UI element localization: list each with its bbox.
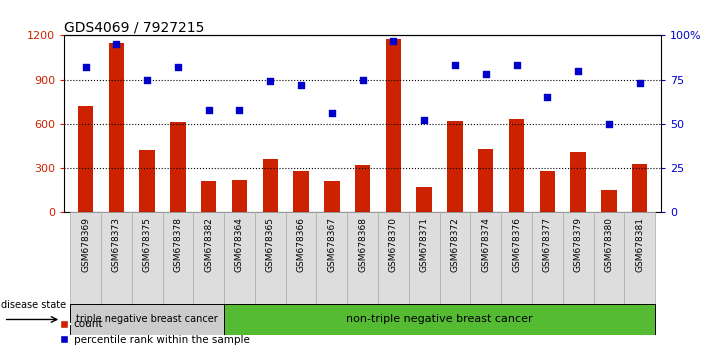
- Text: GSM678370: GSM678370: [389, 217, 398, 272]
- Text: GSM678382: GSM678382: [204, 217, 213, 272]
- Bar: [602, 189, 616, 212]
- Bar: [262, 159, 278, 212]
- Text: GDS4069 / 7927215: GDS4069 / 7927215: [64, 20, 204, 34]
- Bar: [355, 165, 370, 212]
- Bar: [70, 304, 224, 335]
- Bar: [385, 39, 401, 212]
- Text: GSM678369: GSM678369: [81, 217, 90, 272]
- Bar: [570, 152, 586, 212]
- Bar: [201, 181, 216, 212]
- Point: [172, 64, 183, 70]
- Bar: [478, 149, 493, 212]
- Bar: [447, 121, 463, 212]
- Point: [603, 121, 614, 127]
- Point: [449, 63, 461, 68]
- Bar: [378, 212, 409, 304]
- Bar: [562, 212, 594, 304]
- Text: GSM678379: GSM678379: [574, 217, 582, 272]
- Bar: [286, 212, 316, 304]
- Bar: [193, 212, 224, 304]
- Text: GSM678375: GSM678375: [143, 217, 151, 272]
- Text: GSM678372: GSM678372: [451, 217, 459, 272]
- Point: [480, 72, 491, 77]
- Point: [357, 77, 368, 82]
- Point: [572, 68, 584, 74]
- Text: GSM678374: GSM678374: [481, 217, 491, 272]
- Text: GSM678371: GSM678371: [419, 217, 429, 272]
- Bar: [439, 212, 471, 304]
- Bar: [532, 212, 562, 304]
- Point: [141, 77, 153, 82]
- Bar: [347, 212, 378, 304]
- Point: [295, 82, 306, 88]
- Text: GSM678381: GSM678381: [635, 217, 644, 272]
- Bar: [417, 187, 432, 212]
- Text: disease state: disease state: [1, 300, 66, 310]
- Point: [510, 63, 522, 68]
- Bar: [132, 212, 163, 304]
- Text: GSM678366: GSM678366: [296, 217, 306, 272]
- Bar: [163, 212, 193, 304]
- Text: triple negative breast cancer: triple negative breast cancer: [76, 314, 218, 325]
- Bar: [232, 180, 247, 212]
- Bar: [139, 150, 155, 212]
- Point: [326, 110, 338, 116]
- Bar: [224, 212, 255, 304]
- Text: GSM678368: GSM678368: [358, 217, 367, 272]
- Point: [542, 95, 553, 100]
- Bar: [224, 304, 655, 335]
- Text: GSM678373: GSM678373: [112, 217, 121, 272]
- Bar: [77, 106, 93, 212]
- Bar: [632, 164, 648, 212]
- Bar: [170, 122, 186, 212]
- Bar: [409, 212, 439, 304]
- Bar: [101, 212, 132, 304]
- Text: GSM678364: GSM678364: [235, 217, 244, 272]
- Point: [264, 79, 276, 84]
- Text: GSM678365: GSM678365: [266, 217, 274, 272]
- Text: GSM678378: GSM678378: [173, 217, 183, 272]
- Bar: [294, 171, 309, 212]
- Bar: [324, 181, 340, 212]
- Bar: [316, 212, 347, 304]
- Bar: [624, 212, 655, 304]
- Bar: [501, 212, 532, 304]
- Text: GSM678380: GSM678380: [604, 217, 614, 272]
- Point: [203, 107, 215, 113]
- Point: [387, 38, 399, 44]
- Text: GSM678377: GSM678377: [542, 217, 552, 272]
- Point: [234, 107, 245, 113]
- Bar: [109, 43, 124, 212]
- Text: non-triple negative breast cancer: non-triple negative breast cancer: [346, 314, 533, 325]
- Bar: [540, 171, 555, 212]
- Bar: [471, 212, 501, 304]
- Point: [419, 118, 430, 123]
- Bar: [509, 120, 524, 212]
- Bar: [255, 212, 286, 304]
- Point: [634, 80, 646, 86]
- Bar: [70, 212, 101, 304]
- Bar: [594, 212, 624, 304]
- Point: [80, 64, 91, 70]
- Text: GSM678376: GSM678376: [512, 217, 521, 272]
- Legend: count, percentile rank within the sample: count, percentile rank within the sample: [55, 315, 254, 349]
- Text: GSM678367: GSM678367: [327, 217, 336, 272]
- Point: [111, 41, 122, 47]
